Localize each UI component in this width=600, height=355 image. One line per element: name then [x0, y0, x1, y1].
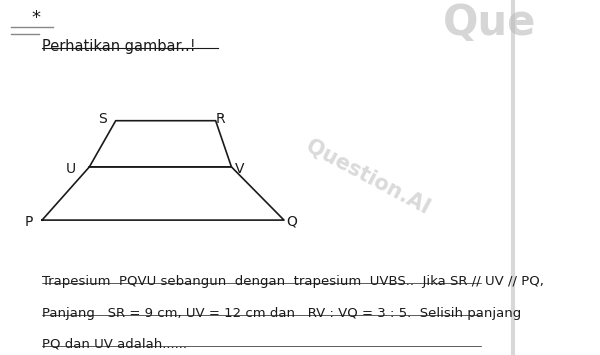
Text: Trapesium  PQVU sebangun  dengan  trapesium  UVBS..  Jika SR // UV // PQ,: Trapesium PQVU sebangun dengan trapesium…: [42, 275, 544, 288]
Text: R: R: [216, 112, 226, 126]
Text: Q: Q: [286, 215, 298, 229]
Text: V: V: [235, 162, 244, 176]
Text: *: *: [32, 9, 41, 27]
Text: Panjang   SR = 9 cm, UV = 12 cm dan   RV : VQ = 3 : 5.  Selisih panjang: Panjang SR = 9 cm, UV = 12 cm dan RV : V…: [42, 307, 521, 320]
Text: Perhatikan gambar..!: Perhatikan gambar..!: [42, 39, 196, 54]
Text: S: S: [98, 112, 107, 126]
Text: Que: Que: [442, 2, 536, 44]
Text: Question.AI: Question.AI: [303, 136, 433, 219]
Text: P: P: [25, 215, 33, 229]
Text: PQ dan UV adalah......: PQ dan UV adalah......: [42, 338, 187, 351]
Text: U: U: [66, 162, 76, 176]
